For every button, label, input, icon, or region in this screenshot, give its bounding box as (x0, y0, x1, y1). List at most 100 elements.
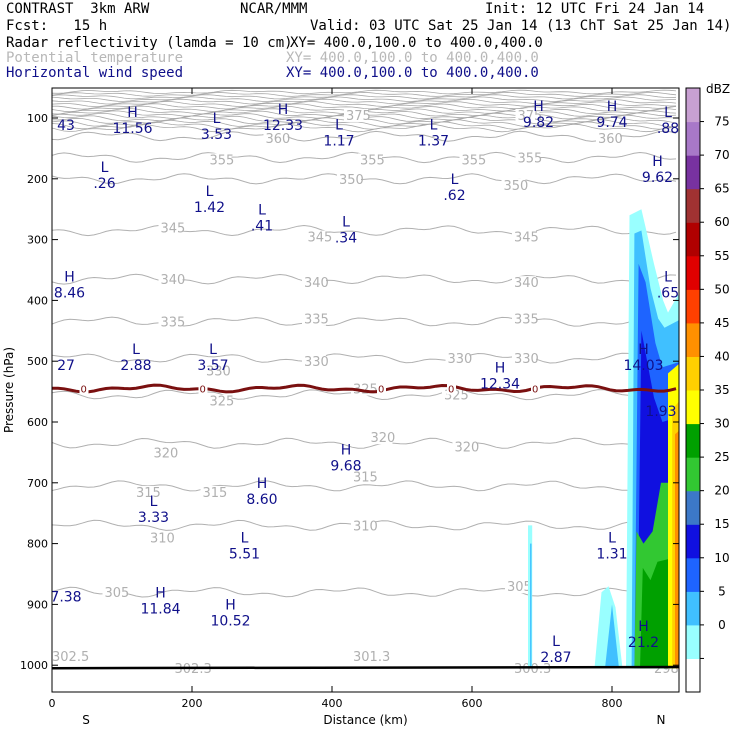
colorbar-swatch (686, 289, 700, 324)
wind-extremum-value: 12.33 (263, 118, 303, 134)
theta-label: 320 (371, 431, 396, 446)
wind-extremum-type: H (638, 342, 649, 358)
theta-isentropes (52, 130, 677, 598)
theta-label-bg (512, 352, 536, 366)
wind-extremum-type: H (64, 269, 75, 285)
surface-theta-label: 302.5 (52, 650, 89, 665)
wind-extremum-type: L (664, 269, 672, 285)
wind-extremum-type: L (430, 117, 438, 133)
theta-contour-labels: 375 375 360 360 355 355 355 355 350 350 345 345 345 3… (52, 108, 679, 677)
theta-label: 315 (203, 486, 228, 501)
wind-extremum-value: 5.51 (229, 547, 260, 563)
y-tick-label: 600 (27, 416, 48, 429)
theta-label: 345 (514, 231, 539, 246)
x-end-label-north: N (657, 713, 666, 727)
theta-label: 315 (136, 486, 161, 501)
colorbar-level-label: 55 (714, 249, 729, 263)
valid-time: Valid: 03 UTC Sat 25 Jan 14 (13 ChT Sat … (310, 18, 732, 34)
theta-label-bg (158, 315, 183, 329)
y-tick-label: 500 (27, 355, 48, 368)
wind-extremum-type: H (638, 619, 649, 635)
theta-label-bg (452, 440, 477, 454)
colorbar-swatch (686, 88, 700, 123)
field-xy-theta: XY= 400.0,100.0 to 400.0,400.0 (286, 50, 539, 66)
y-tick-label: 100 (27, 112, 48, 125)
isentrope-305 (52, 586, 677, 598)
theta-label: 355 (210, 153, 235, 168)
wind-extremum-type: L (342, 215, 350, 231)
wind-extremum-type: H (225, 598, 236, 614)
wind-extremum-value: 11.84 (140, 601, 180, 617)
wind-extremum-type: L (664, 105, 672, 121)
freezing-level-contour: 0 0 0 0 0 (52, 383, 677, 396)
wind-extremum-type: L (335, 117, 343, 133)
wind-extremum-type: H (533, 99, 544, 115)
wind-extremum-type: L (101, 160, 109, 176)
wind-extremum-value: 9.74 (596, 115, 627, 131)
theta-label-bg (302, 276, 326, 290)
theta-label-bg (158, 273, 183, 287)
y-tick-label: 1000 (20, 659, 48, 672)
freezing-level-label: 0 (200, 385, 206, 396)
wind-extremum-value: .26 (93, 176, 115, 192)
product-title: CONTRAST 3km ARW (6, 1, 150, 17)
wind-extremum-type: L (132, 342, 140, 358)
theta-label: 345 (161, 221, 186, 236)
init-time: Init: 12 UTC Fri 24 Jan 14 (485, 1, 705, 17)
x-tick-label: 400 (322, 697, 343, 710)
isentrope-360 (52, 130, 677, 142)
colorbar-swatch (686, 557, 700, 592)
theta-label: 350 (504, 179, 529, 194)
colorbar-swatch (686, 457, 700, 492)
wind-extremum-value: 1.31 (596, 547, 627, 563)
wind-extremum-value: 9.62 (642, 170, 673, 186)
wind-extremum-value: .34 (335, 231, 357, 247)
theta-label: 360 (598, 132, 623, 147)
x-axis: 0 200 400 600 800 Distance (km) S N (49, 88, 666, 727)
wind-extremum-value: 3.57 (197, 358, 228, 374)
x-axis-label: Distance (km) (323, 713, 407, 727)
theta-label-bg (344, 108, 368, 122)
wind-extremum-value: .41 (251, 218, 273, 234)
theta-label: 375 (346, 109, 371, 124)
colorbar-swatch (686, 524, 700, 559)
wind-extremum-value: .88 (657, 121, 679, 137)
wind-extremum-type: H (127, 105, 138, 121)
theta-label: 355 (462, 153, 487, 168)
field-xy-reflectivity: XY= 400.0,100.0 to 400.0,400.0 (290, 35, 543, 51)
colorbar-swatch (686, 658, 700, 693)
wind-extremum-type: H (278, 102, 289, 118)
isentrope-345 (52, 224, 677, 237)
freezing-label-bg (447, 383, 456, 395)
theta-label-bg (515, 151, 540, 165)
theta-label-bg (596, 132, 620, 146)
theta-label: 330 (448, 352, 473, 367)
y-tick-label: 400 (27, 294, 48, 307)
wind-extremum-type: L (209, 342, 217, 358)
refl-cell (605, 604, 619, 669)
colorbar-swatch (686, 155, 700, 190)
theta-label-bg (102, 586, 127, 600)
y-tick-label: 200 (27, 173, 48, 186)
surface-theta-label: 300.3 (514, 662, 551, 677)
wind-extremum-value: 1.42 (194, 200, 225, 216)
wind-extremum-value: 2.88 (120, 358, 151, 374)
theta-label-bg (459, 153, 484, 167)
theta-label-bg (200, 485, 225, 499)
strat-isentrope (52, 123, 677, 133)
theta-label: 305 (507, 580, 532, 595)
colorbar-level-label: 25 (714, 450, 729, 464)
theta-label-bg (351, 470, 375, 484)
freezing-label-bg (531, 383, 540, 395)
surface-line (51, 665, 680, 670)
wind-extremum-value: .65 (657, 285, 679, 301)
colorbar-unit: dBZ (706, 82, 730, 96)
wind-extremum-value: 3.33 (138, 510, 169, 526)
org-label: NCAR/MMM (240, 1, 308, 17)
wind-extremum-value: 9.68 (330, 459, 361, 475)
y-tick-label: 800 (27, 538, 48, 551)
theta-label-bg (505, 580, 529, 594)
colorbar-swatch (686, 255, 700, 290)
